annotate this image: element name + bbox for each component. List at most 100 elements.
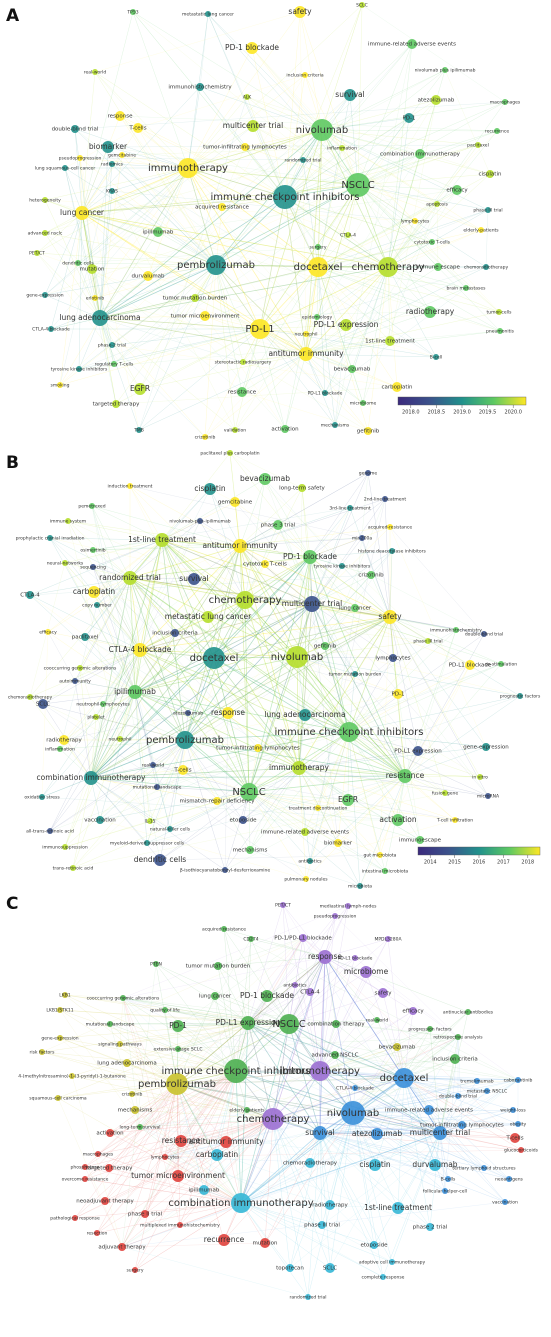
edge bbox=[157, 167, 189, 233]
edge bbox=[77, 212, 83, 264]
edge bbox=[246, 96, 286, 198]
edge bbox=[104, 1070, 237, 1202]
edge bbox=[164, 1156, 384, 1278]
edge bbox=[90, 739, 186, 779]
colorbar-tick-label: 2018.5 bbox=[428, 410, 446, 416]
node bbox=[118, 1243, 126, 1251]
edge bbox=[64, 994, 249, 1024]
edge bbox=[79, 577, 131, 669]
node-label: cooccurring genomic alterations bbox=[44, 666, 117, 672]
node-label: gene-expression bbox=[41, 1036, 78, 1042]
edge bbox=[288, 1023, 321, 1134]
edge bbox=[357, 69, 446, 186]
edge bbox=[357, 184, 458, 191]
edge bbox=[247, 1022, 321, 1072]
edge bbox=[90, 556, 311, 779]
edge bbox=[146, 739, 186, 844]
edge bbox=[319, 1132, 516, 1139]
edge bbox=[184, 603, 313, 741]
edge bbox=[139, 1126, 242, 1204]
edge bbox=[403, 1077, 519, 1081]
edge bbox=[59, 604, 98, 750]
node-label: erlotinib bbox=[86, 296, 105, 302]
edge bbox=[121, 995, 268, 1248]
edge bbox=[319, 1123, 519, 1134]
edge bbox=[199, 520, 246, 601]
edge bbox=[57, 1022, 249, 1099]
edge bbox=[352, 1090, 488, 1114]
edge bbox=[119, 656, 298, 740]
node-label: radiotherapy bbox=[312, 1203, 348, 1209]
edge bbox=[64, 539, 163, 848]
node bbox=[299, 347, 313, 361]
edge bbox=[317, 775, 406, 809]
node-label: 1st-line treatment bbox=[365, 339, 416, 345]
edge bbox=[204, 328, 261, 438]
node bbox=[136, 427, 142, 433]
edge bbox=[119, 115, 307, 355]
edge bbox=[59, 649, 141, 750]
edge bbox=[209, 488, 241, 547]
node bbox=[197, 518, 203, 524]
node-label: dendritic cells bbox=[62, 261, 94, 267]
node bbox=[442, 1188, 448, 1194]
edge bbox=[227, 565, 343, 714]
edge bbox=[81, 154, 123, 214]
node bbox=[325, 1200, 335, 1210]
node bbox=[88, 586, 100, 598]
edge bbox=[81, 184, 359, 214]
edge bbox=[213, 657, 250, 793]
node-label: crizotinib bbox=[358, 573, 384, 579]
edge bbox=[305, 184, 359, 355]
edge bbox=[81, 212, 93, 270]
node-label: crizotinib bbox=[122, 1092, 143, 1098]
edge bbox=[298, 767, 311, 862]
node-label: pembrolizumab bbox=[177, 260, 255, 271]
edge bbox=[296, 640, 429, 658]
edge bbox=[64, 994, 178, 1085]
edge bbox=[439, 1123, 519, 1134]
colorbar-tick-label: 2016 bbox=[473, 860, 486, 866]
edge bbox=[97, 1070, 237, 1155]
edge bbox=[90, 777, 148, 844]
edge bbox=[157, 231, 217, 266]
edge bbox=[213, 603, 313, 659]
node-label: lung cancer bbox=[60, 208, 105, 217]
node-label: phosphatase bbox=[71, 1165, 100, 1171]
edge bbox=[64, 562, 136, 693]
edge bbox=[324, 956, 378, 1021]
node-label: targeted therapy bbox=[86, 1166, 133, 1172]
edge bbox=[36, 167, 189, 254]
edge bbox=[41, 796, 399, 821]
node bbox=[306, 988, 314, 996]
edge bbox=[319, 1132, 375, 1246]
edge bbox=[99, 297, 196, 319]
node-label: multicenter trial bbox=[223, 121, 283, 130]
node bbox=[221, 926, 227, 932]
edge bbox=[240, 1079, 519, 1204]
edge bbox=[324, 956, 441, 1134]
node-label: T-cells bbox=[173, 768, 191, 774]
edge bbox=[311, 603, 471, 666]
edge bbox=[299, 11, 359, 186]
edge bbox=[242, 266, 319, 363]
edge bbox=[184, 739, 300, 769]
edge bbox=[169, 739, 186, 830]
node-label: neoadjuvant therapy bbox=[76, 1199, 134, 1205]
node-label: tumor-cells bbox=[486, 310, 512, 316]
node bbox=[199, 1185, 209, 1195]
edge bbox=[139, 146, 246, 390]
edge bbox=[301, 487, 311, 558]
edge bbox=[131, 1022, 249, 1095]
node-label: PD-1 blockade bbox=[225, 43, 279, 52]
edge bbox=[187, 96, 248, 169]
edge bbox=[111, 328, 261, 346]
node bbox=[371, 1128, 383, 1140]
edge bbox=[102, 649, 141, 705]
node-label: adoptive cell immunotherapy bbox=[359, 1260, 426, 1266]
node-label: EGFR bbox=[130, 384, 150, 393]
edge bbox=[119, 115, 217, 266]
edge bbox=[42, 691, 136, 705]
node bbox=[497, 328, 503, 334]
edge bbox=[78, 209, 489, 370]
